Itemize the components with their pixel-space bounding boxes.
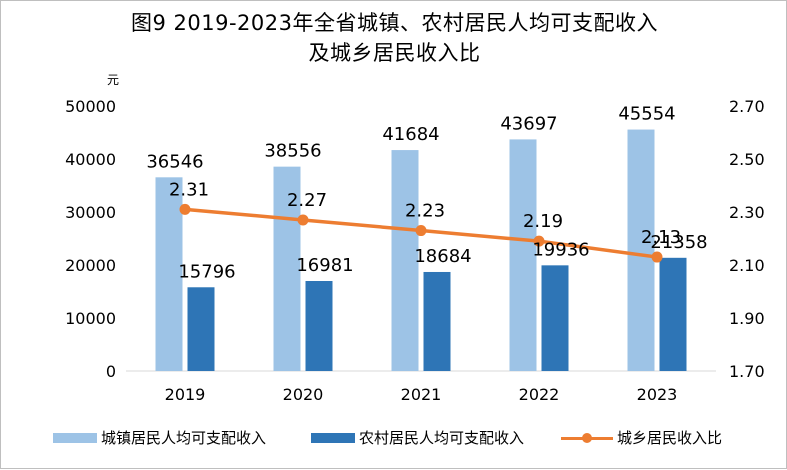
data-label-rural: 19936 <box>532 239 589 260</box>
legend: 城镇居民人均可支配收入 农村居民人均可支配收入 城乡居民收入比 <box>1 427 787 451</box>
bar-urban <box>509 139 537 371</box>
data-label-ratio: 2.27 <box>287 190 327 211</box>
y-left-tick-label: 40000 <box>65 150 116 169</box>
legend-swatch-urban <box>53 432 97 443</box>
x-tick-label: 2020 <box>283 385 324 404</box>
ratio-point <box>533 235 545 247</box>
chart-title-line-2: 及城乡居民收入比 <box>308 41 481 65</box>
x-tick-label: 2019 <box>165 385 206 404</box>
x-tick-label: 2022 <box>519 385 560 404</box>
legend-label-rural: 农村居民人均可支配收入 <box>359 429 525 447</box>
legend-label-ratio: 城乡居民收入比 <box>617 429 723 447</box>
y-left-tick-label: 20000 <box>65 256 116 275</box>
data-label-urban: 38556 <box>264 141 321 162</box>
legend-item-urban: 城镇居民人均可支配收入 <box>53 427 266 448</box>
ratio-point <box>297 214 309 226</box>
bar-urban <box>627 129 655 371</box>
bar-rural <box>305 281 333 371</box>
data-label-ratio: 2.19 <box>523 211 563 232</box>
x-tick-label: 2023 <box>637 385 678 404</box>
data-label-rural: 21358 <box>650 232 707 253</box>
bar-rural <box>423 271 451 371</box>
ratio-point <box>415 225 427 237</box>
y-left-tick-label: 10000 <box>65 309 116 328</box>
y-right-tick-label: 1.70 <box>729 362 765 381</box>
x-tick-label: 2021 <box>401 385 442 404</box>
data-label-urban: 43697 <box>500 113 557 134</box>
legend-swatch-rural <box>311 432 355 443</box>
ratio-point <box>179 203 191 215</box>
y-left-tick-label: 0 <box>106 362 116 381</box>
data-label-rural: 18684 <box>414 246 471 267</box>
data-label-urban: 45554 <box>618 104 675 125</box>
bar-urban <box>155 177 183 371</box>
legend-item-rural: 农村居民人均可支配收入 <box>311 427 524 448</box>
y-right-tick-label: 1.90 <box>729 309 765 328</box>
y-right-tick-label: 2.70 <box>729 97 765 116</box>
legend-swatch-ratio <box>561 432 613 444</box>
chart-title-line-1: 图9 2019-2023年全省城镇、农村居民人均可支配收入 <box>131 11 658 35</box>
data-label-urban: 36546 <box>146 151 203 172</box>
legend-label-urban: 城镇居民人均可支配收入 <box>101 429 267 447</box>
data-label-ratio: 2.23 <box>405 201 445 222</box>
legend-item-ratio: 城乡居民收入比 <box>561 427 722 448</box>
data-label-ratio: 2.31 <box>169 179 209 200</box>
bar-urban <box>273 166 301 371</box>
y-left-tick-label: 50000 <box>65 97 116 116</box>
data-label-ratio: 2.13 <box>641 227 681 248</box>
data-label-rural: 15796 <box>178 261 235 282</box>
y-right-tick-label: 2.50 <box>729 150 765 169</box>
bar-rural <box>541 265 569 371</box>
data-label-rural: 16981 <box>296 255 353 276</box>
bar-rural <box>659 257 687 371</box>
y-left-unit: 元 <box>107 73 119 87</box>
bar-rural <box>187 287 215 371</box>
data-label-urban: 41684 <box>382 124 439 145</box>
y-right-tick-label: 2.10 <box>729 256 765 275</box>
bar-urban <box>391 150 419 371</box>
y-right-tick-label: 2.30 <box>729 203 765 222</box>
ratio-point <box>651 251 663 263</box>
y-left-tick-label: 30000 <box>65 203 116 222</box>
